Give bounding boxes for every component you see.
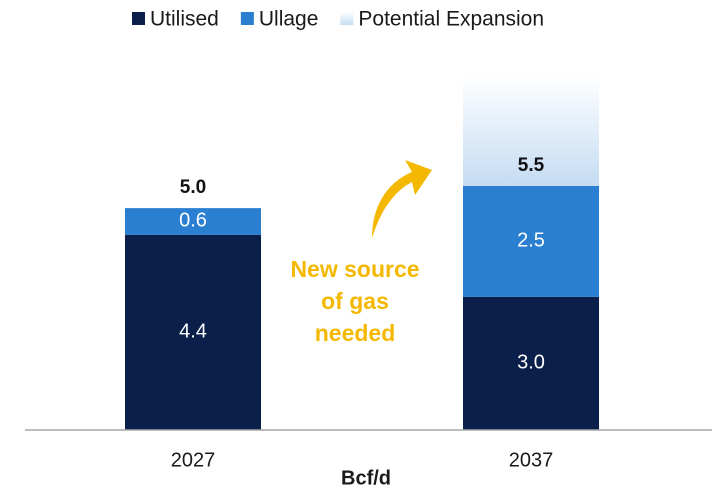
axis-label: Bcf/d — [341, 467, 391, 489]
bar-segment — [463, 296, 599, 430]
data-label: 2.5 — [517, 230, 545, 252]
annotation-text: of gas — [321, 288, 389, 314]
x-tick-label: 2027 — [171, 449, 216, 471]
annotation-arrow — [372, 160, 432, 238]
legend-swatch — [340, 12, 354, 25]
bar-segment — [463, 75, 599, 186]
legend-label: Utilised — [150, 8, 219, 31]
bar-segment — [125, 208, 261, 235]
legend-label: Ullage — [259, 8, 319, 31]
bar-segment — [125, 234, 261, 430]
data-label: 0.6 — [179, 210, 207, 232]
total-label: 5.5 — [518, 155, 545, 176]
total-label: 5.0 — [180, 177, 206, 198]
data-label: 4.4 — [179, 321, 207, 343]
legend-swatch — [240, 12, 254, 25]
x-tick-label: 2037 — [509, 449, 554, 471]
annotation-text: New source — [290, 256, 419, 282]
bar-segment — [463, 185, 599, 297]
data-label: 3.0 — [517, 352, 545, 374]
legend-label: Potential Expansion — [358, 8, 544, 31]
annotation-text: needed — [315, 320, 396, 346]
legend-swatch — [132, 12, 145, 25]
